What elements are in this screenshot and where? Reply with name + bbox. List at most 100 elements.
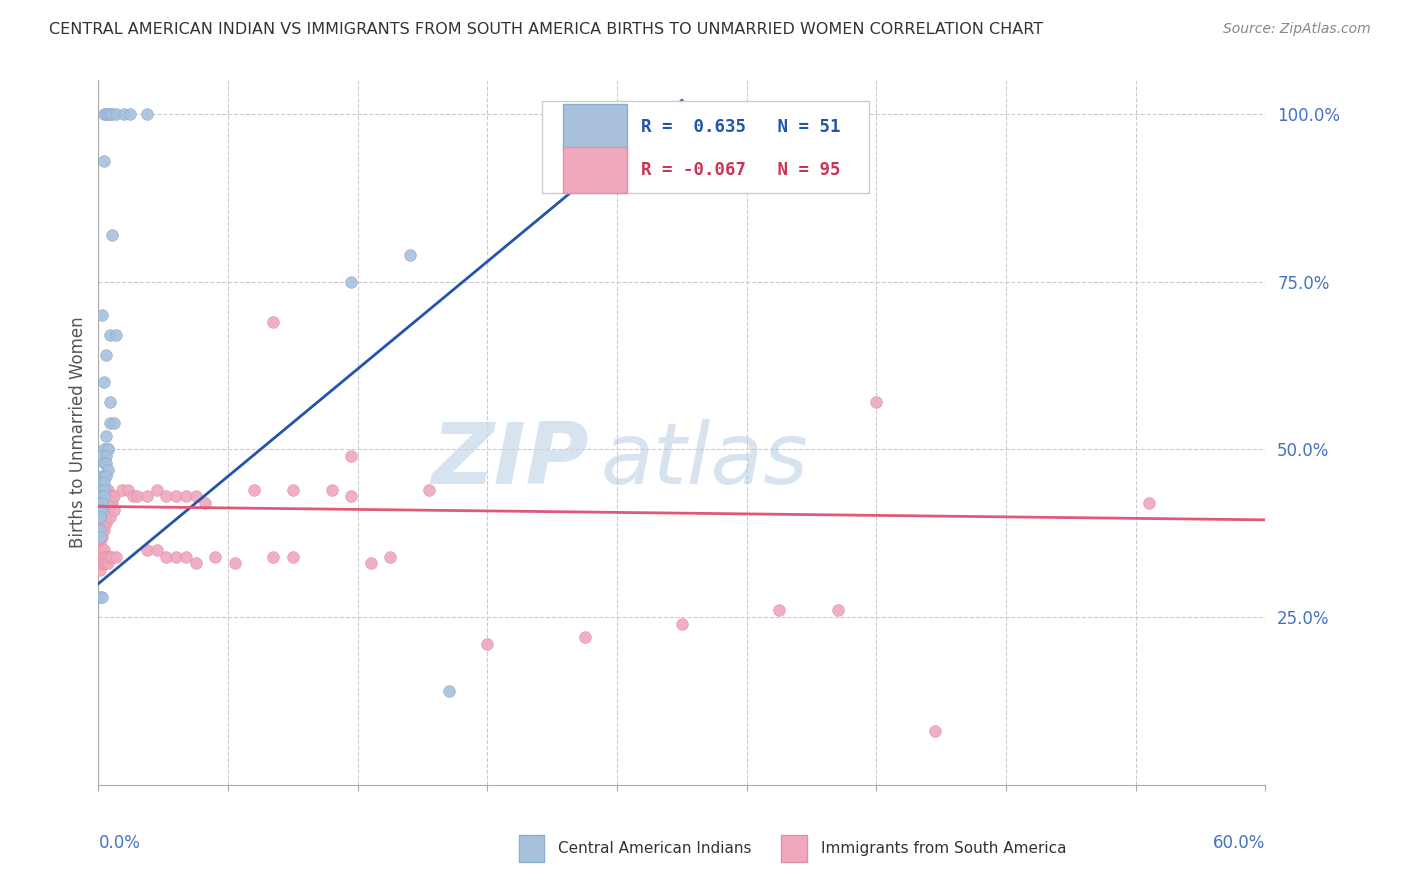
- Point: [96, 489, 118, 503]
- Point: [97, 483, 120, 497]
- Point: [477, 637, 499, 651]
- Point: [146, 483, 169, 497]
- Point: [91, 549, 114, 564]
- Point: [91, 509, 114, 524]
- Point: [96, 483, 118, 497]
- Point: [89, 563, 111, 577]
- Point: [97, 557, 120, 571]
- Point: [243, 483, 266, 497]
- Point: [96, 456, 118, 470]
- Point: [96, 549, 118, 564]
- Point: [96, 429, 118, 443]
- Point: [97, 442, 120, 457]
- Point: [104, 549, 127, 564]
- Point: [98, 509, 121, 524]
- Point: [91, 503, 114, 517]
- Point: [89, 530, 111, 544]
- Point: [89, 523, 111, 537]
- Point: [89, 496, 111, 510]
- Point: [98, 328, 121, 343]
- Point: [98, 489, 121, 503]
- Point: [98, 416, 121, 430]
- Point: [89, 509, 111, 524]
- Point: [118, 107, 141, 121]
- Point: [671, 616, 693, 631]
- Text: Central American Indians: Central American Indians: [558, 841, 752, 856]
- Point: [574, 630, 596, 644]
- Point: [418, 483, 440, 497]
- Point: [262, 315, 284, 329]
- Point: [204, 549, 226, 564]
- Point: [91, 543, 114, 558]
- Point: [89, 590, 111, 604]
- Point: [91, 523, 114, 537]
- Point: [96, 516, 118, 531]
- Text: CENTRAL AMERICAN INDIAN VS IMMIGRANTS FROM SOUTH AMERICA BIRTHS TO UNMARRIED WOM: CENTRAL AMERICAN INDIAN VS IMMIGRANTS FR…: [49, 22, 1043, 37]
- Point: [924, 724, 946, 739]
- Point: [91, 489, 114, 503]
- Point: [174, 549, 197, 564]
- Text: atlas: atlas: [600, 419, 808, 502]
- Point: [97, 549, 120, 564]
- Point: [91, 557, 114, 571]
- Point: [174, 489, 197, 503]
- Point: [184, 557, 207, 571]
- Point: [101, 496, 124, 510]
- Text: 60.0%: 60.0%: [1213, 834, 1265, 852]
- Point: [165, 489, 187, 503]
- Point: [97, 462, 120, 476]
- Point: [89, 503, 111, 517]
- Point: [101, 107, 124, 121]
- Point: [96, 503, 118, 517]
- Point: [768, 603, 790, 617]
- Point: [97, 107, 120, 121]
- Point: [184, 489, 207, 503]
- Point: [91, 483, 114, 497]
- Y-axis label: Births to Unmarried Women: Births to Unmarried Women: [69, 317, 87, 549]
- Point: [98, 107, 121, 121]
- Point: [827, 603, 849, 617]
- Point: [91, 475, 114, 490]
- Point: [89, 503, 111, 517]
- Point: [262, 549, 284, 564]
- Point: [194, 496, 217, 510]
- Point: [112, 107, 135, 121]
- Point: [117, 483, 139, 497]
- Point: [93, 442, 115, 457]
- Text: ZIP: ZIP: [430, 419, 589, 502]
- Point: [101, 489, 124, 503]
- Point: [127, 489, 149, 503]
- Point: [101, 227, 124, 242]
- Point: [96, 509, 118, 524]
- Point: [97, 442, 120, 457]
- Point: [91, 503, 114, 517]
- Point: [104, 107, 127, 121]
- Point: [93, 483, 115, 497]
- Point: [89, 483, 111, 497]
- Bar: [562, 104, 627, 150]
- Point: [89, 509, 111, 524]
- Point: [281, 549, 304, 564]
- Point: [93, 523, 115, 537]
- Point: [104, 328, 127, 343]
- Bar: [562, 147, 627, 193]
- Point: [91, 496, 114, 510]
- Point: [93, 489, 115, 503]
- Point: [91, 483, 114, 497]
- Point: [89, 489, 111, 503]
- Point: [865, 395, 887, 409]
- Point: [96, 107, 118, 121]
- Point: [96, 449, 118, 463]
- Point: [93, 543, 115, 558]
- Point: [93, 557, 115, 571]
- Point: [1137, 496, 1160, 510]
- Point: [136, 107, 159, 121]
- Point: [89, 523, 111, 537]
- Point: [98, 549, 121, 564]
- Point: [155, 549, 177, 564]
- Text: Source: ZipAtlas.com: Source: ZipAtlas.com: [1223, 22, 1371, 37]
- Point: [89, 530, 111, 544]
- Point: [93, 516, 115, 531]
- Point: [93, 153, 115, 168]
- Point: [93, 489, 115, 503]
